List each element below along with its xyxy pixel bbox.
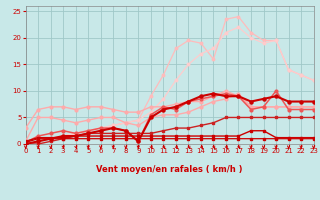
X-axis label: Vent moyen/en rafales ( km/h ): Vent moyen/en rafales ( km/h )	[96, 165, 243, 174]
